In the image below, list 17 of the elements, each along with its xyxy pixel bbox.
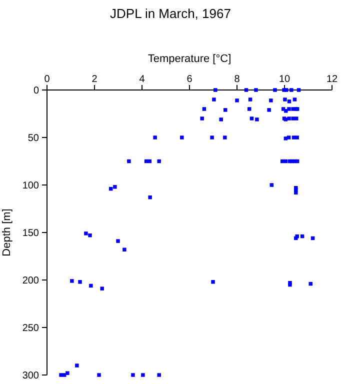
y-axis-title: Depth [m] (1, 208, 13, 256)
y-tick-label: 50 (28, 133, 40, 144)
x-tick-label: 6 (186, 74, 193, 85)
x-tick-label: 12 (326, 74, 338, 85)
x-tick-label: 8 (234, 74, 240, 85)
x-tick-label: 10 (278, 74, 290, 85)
x-tick-label: 0 (44, 74, 50, 85)
y-tick-label: 100 (22, 180, 40, 192)
x-tick-label: 2 (92, 74, 98, 85)
x-tick-label: 4 (139, 74, 146, 85)
y-tick-label: 200 (22, 276, 40, 286)
y-tick-label: 250 (22, 323, 40, 334)
y-tick-label: 300 (22, 370, 40, 382)
x-axis-title: Temperature [°C] (148, 53, 232, 65)
chart-title: JDPL in March, 1967 (110, 6, 231, 21)
y-tick-label: 0 (33, 86, 40, 96)
y-tick-label: 150 (22, 228, 40, 239)
